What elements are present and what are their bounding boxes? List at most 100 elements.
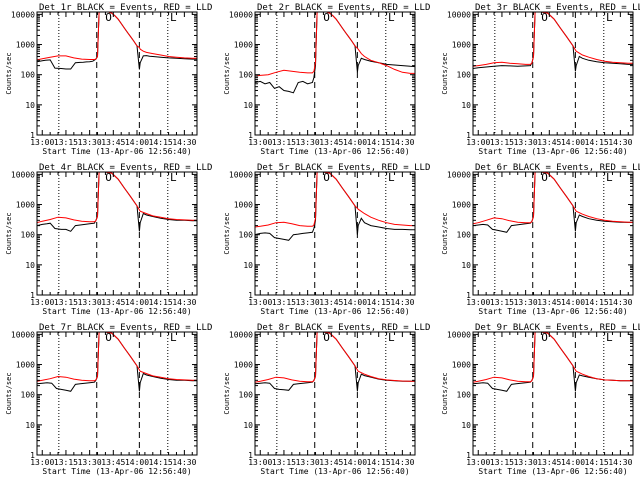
attenuator-marker: O bbox=[105, 171, 112, 184]
y-tick-label: 1000 bbox=[234, 361, 253, 370]
x-tick-label: 13:00 bbox=[248, 298, 272, 307]
y-axis-label: Counts/sec bbox=[441, 372, 449, 414]
panel-title: Det 6r BLACK = Events, RED = LLD bbox=[475, 163, 640, 173]
x-tick-label: 13:45 bbox=[319, 138, 343, 147]
series-lld bbox=[473, 12, 633, 67]
x-tick-label: 13:30 bbox=[514, 458, 538, 467]
attenuator-marker: O bbox=[541, 331, 548, 344]
x-tick-label: 14:00 bbox=[125, 298, 149, 307]
y-tick-label: 1 bbox=[466, 131, 471, 140]
x-tick-label: 13:45 bbox=[319, 458, 343, 467]
y-axis-label: Counts/sec bbox=[5, 212, 13, 254]
x-tick-label: 14:30 bbox=[172, 138, 196, 147]
x-tick-label: 13:00 bbox=[466, 298, 490, 307]
y-axis-label: Counts/sec bbox=[223, 52, 231, 94]
attenuator-marker: O bbox=[105, 11, 112, 24]
y-tick-label: 1000 bbox=[16, 201, 35, 210]
panel-title: Det 9r BLACK = Events, RED = LLD bbox=[475, 323, 640, 333]
x-tick-label: 14:00 bbox=[561, 298, 585, 307]
x-tick-label: 13:30 bbox=[514, 138, 538, 147]
x-tick-label: 13:30 bbox=[296, 298, 320, 307]
y-axis-label: Counts/sec bbox=[441, 212, 449, 254]
x-tick-label: 14:15 bbox=[585, 138, 609, 147]
x-tick-label: 13:45 bbox=[537, 298, 561, 307]
plot-frame bbox=[36, 171, 198, 296]
x-tick-label: 13:30 bbox=[296, 138, 320, 147]
x-tick-label: 14:00 bbox=[125, 458, 149, 467]
y-tick-label: 1000 bbox=[452, 361, 471, 370]
y-tick-label: 10 bbox=[243, 261, 253, 270]
y-axis-label: Counts/sec bbox=[441, 52, 449, 94]
attenuator-marker: L bbox=[170, 11, 177, 24]
y-tick-label: 10 bbox=[25, 421, 35, 430]
x-tick-label: 14:15 bbox=[367, 458, 391, 467]
x-tick-label: 14:30 bbox=[390, 298, 414, 307]
x-tick-label: 13:30 bbox=[78, 298, 102, 307]
x-tick-label: 13:00 bbox=[30, 298, 54, 307]
panel-title: Det 2r BLACK = Events, RED = LLD bbox=[257, 3, 430, 13]
x-tick-label: 13:45 bbox=[537, 138, 561, 147]
y-tick-label: 100 bbox=[457, 71, 472, 80]
x-axis-label: Start Time (13-Apr-06 12:56:40) bbox=[478, 467, 627, 476]
x-tick-label: 13:15 bbox=[490, 138, 514, 147]
y-axis-label: Counts/sec bbox=[5, 372, 13, 414]
x-tick-label: 14:00 bbox=[343, 138, 367, 147]
x-tick-label: 14:15 bbox=[367, 138, 391, 147]
attenuator-marker: O bbox=[323, 11, 330, 24]
x-tick-label: 14:30 bbox=[608, 458, 632, 467]
series-events bbox=[37, 332, 197, 392]
series-events bbox=[255, 12, 415, 94]
x-tick-label: 13:45 bbox=[101, 458, 125, 467]
attenuator-marker: L bbox=[388, 171, 395, 184]
panel-title: Det 8r BLACK = Events, RED = LLD bbox=[257, 323, 430, 333]
y-axis-label: Counts/sec bbox=[223, 372, 231, 414]
x-tick-label: 14:15 bbox=[149, 458, 173, 467]
y-tick-label: 10 bbox=[461, 421, 471, 430]
plot-frame bbox=[472, 171, 634, 296]
x-tick-label: 14:30 bbox=[390, 138, 414, 147]
x-tick-label: 13:15 bbox=[54, 298, 78, 307]
y-tick-label: 10 bbox=[461, 261, 471, 270]
y-tick-label: 100 bbox=[239, 71, 254, 80]
series-lld bbox=[37, 12, 197, 61]
y-tick-label: 10000 bbox=[229, 10, 253, 19]
y-tick-label: 1000 bbox=[452, 41, 471, 50]
y-tick-label: 100 bbox=[239, 391, 254, 400]
y-tick-label: 1 bbox=[30, 131, 35, 140]
y-tick-label: 10 bbox=[25, 101, 35, 110]
attenuator-marker: O bbox=[541, 171, 548, 184]
y-tick-label: 100 bbox=[21, 391, 36, 400]
series-lld bbox=[255, 12, 415, 77]
y-tick-label: 100 bbox=[239, 231, 254, 240]
y-tick-label: 10000 bbox=[229, 170, 253, 179]
series-lld bbox=[37, 172, 197, 224]
y-tick-label: 1 bbox=[466, 451, 471, 460]
y-tick-label: 1000 bbox=[234, 41, 253, 50]
plot-frame bbox=[472, 331, 634, 456]
series-events bbox=[255, 172, 415, 241]
x-tick-label: 13:00 bbox=[30, 138, 54, 147]
y-tick-label: 10 bbox=[243, 421, 253, 430]
x-tick-label: 14:30 bbox=[172, 298, 196, 307]
x-tick-label: 14:00 bbox=[561, 138, 585, 147]
panel-title: Det 4r BLACK = Events, RED = LLD bbox=[39, 163, 212, 173]
y-tick-label: 1000 bbox=[16, 361, 35, 370]
panel-title: Det 5r BLACK = Events, RED = LLD bbox=[257, 163, 430, 173]
y-tick-label: 10000 bbox=[447, 170, 471, 179]
x-tick-label: 14:00 bbox=[343, 298, 367, 307]
x-axis-label: Start Time (13-Apr-06 12:56:40) bbox=[478, 147, 627, 156]
x-tick-label: 14:15 bbox=[149, 138, 173, 147]
x-tick-label: 13:15 bbox=[490, 298, 514, 307]
x-tick-label: 13:15 bbox=[272, 298, 296, 307]
series-events bbox=[473, 172, 633, 233]
x-tick-label: 13:00 bbox=[248, 458, 272, 467]
y-tick-label: 10000 bbox=[229, 330, 253, 339]
